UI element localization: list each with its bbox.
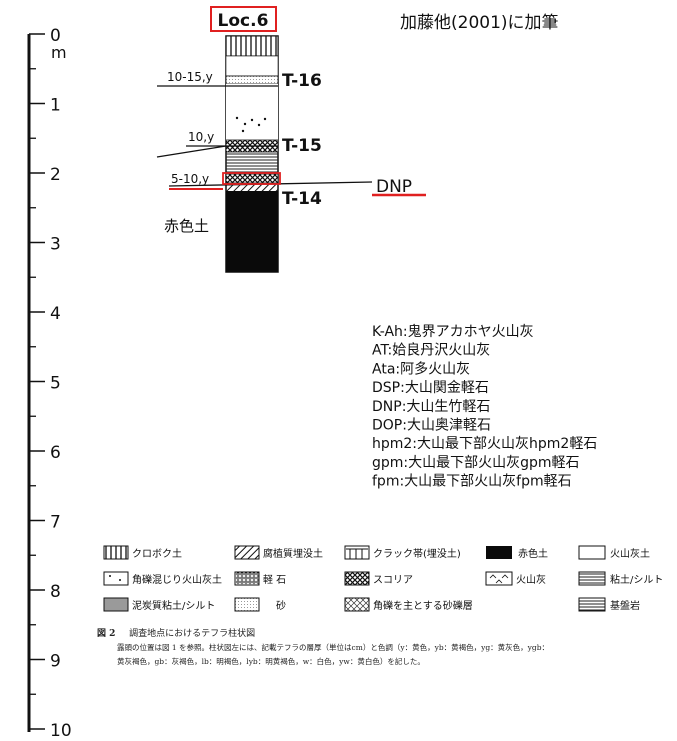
scale-tick-label: 5 bbox=[50, 374, 61, 394]
legend-item-scoria: スコリア bbox=[344, 571, 413, 586]
t15-label: T-15 bbox=[282, 136, 322, 156]
svg-text:赤色土: 赤色土 bbox=[518, 547, 548, 560]
abbreviation-entry: DNP:大山生竹軽石 bbox=[372, 399, 490, 415]
legend-item-humic-buried-soil: 腐植質埋没土 bbox=[234, 545, 323, 560]
scale-tick-label: 1 bbox=[50, 96, 61, 116]
legend-item-sand: 砂 bbox=[234, 597, 286, 612]
svg-text:腐植質埋没土: 腐植質埋没土 bbox=[263, 547, 323, 560]
scale-tick-label: 10 bbox=[50, 721, 72, 741]
legend-item-volcanic-ash-soil: 火山灰土 bbox=[578, 545, 650, 560]
legend-item-crack-zone: クラック帯(埋没土) bbox=[344, 545, 461, 560]
scale-tick-label: 6 bbox=[50, 443, 61, 463]
legend-item-bedrock: 基盤岩 bbox=[578, 597, 640, 612]
legend-item-clay-silt: 粘土/シルト bbox=[578, 571, 663, 586]
scale-unit: m bbox=[51, 43, 67, 62]
svg-text:粘土/シルト: 粘土/シルト bbox=[610, 573, 663, 586]
legend-item-breccia-ash-soil: 角礫混じり火山灰土 bbox=[103, 571, 222, 586]
scale-ticks: 0 1 2 3 4 5 6 7 8 9 10 bbox=[29, 26, 72, 741]
t14-highlight-box bbox=[222, 172, 281, 185]
svg-text:クロボク土: クロボク土 bbox=[132, 547, 182, 560]
tephra-t16: 10-15,y T-16 bbox=[157, 70, 322, 91]
svg-text:火山灰: 火山灰 bbox=[516, 573, 546, 586]
layer-transition bbox=[226, 183, 278, 191]
tephra-t15: 10,y T-15 bbox=[156, 130, 322, 158]
layer-volcanic-ash-soil bbox=[226, 84, 278, 140]
legend-item-red-soil: 赤色土 bbox=[486, 546, 548, 560]
abbreviation-entry: hpm2:大山最下部火山灰hpm2軽石 bbox=[372, 436, 597, 452]
depth-scale: 0 1 2 3 4 5 6 7 8 9 10 m bbox=[27, 26, 72, 741]
layer-t16 bbox=[225, 75, 279, 85]
t14-thickness: 5-10,y bbox=[171, 172, 209, 186]
location-label-box bbox=[210, 6, 277, 32]
layer-crack-zone bbox=[225, 35, 279, 57]
abbreviation-entry: Ata:阿多火山灰 bbox=[372, 360, 470, 377]
legend-item-breccia-gravel: 角礫を主とする砂礫層 bbox=[344, 597, 473, 612]
legend: クロボク土 腐植質埋没土 クラック帯(埋没土) 赤色土 火山灰土 角礫混じり火山… bbox=[103, 545, 663, 612]
legend-item-peaty-clay-silt: 泥炭質粘土/シルト bbox=[103, 597, 215, 612]
layer-clay-silt bbox=[226, 152, 278, 174]
scattered-dots bbox=[235, 116, 267, 133]
abbreviation-entry: AT:姶良丹沢火山灰 bbox=[372, 343, 490, 359]
legend-item-pumice: 軽 石 bbox=[234, 571, 286, 586]
layer-red-soil bbox=[226, 191, 278, 272]
scale-tick-label: 0 bbox=[50, 26, 61, 46]
layer-t14 bbox=[225, 173, 279, 184]
abbreviation-entry: DSP:大山関金軽石 bbox=[372, 380, 489, 396]
scale-tick-label: 4 bbox=[50, 304, 61, 324]
svg-text:基盤岩: 基盤岩 bbox=[610, 599, 640, 612]
svg-text:砂: 砂 bbox=[276, 599, 286, 612]
tephra-t14: 5-10,y T-14 DNP bbox=[168, 172, 426, 209]
abbreviation-entry: fpm:大山最下部火山灰fpm軽石 bbox=[372, 474, 572, 490]
layer-white-upper bbox=[225, 55, 279, 77]
scale-tick-label: 7 bbox=[50, 513, 61, 533]
scale-tick-label: 9 bbox=[50, 652, 61, 672]
caption-title: 調査地点におけるテフラ柱状図 bbox=[129, 629, 256, 639]
abbreviation-entry: gpm:大山最下部火山灰gpm軽石 bbox=[372, 455, 580, 471]
svg-text:スコリア: スコリア bbox=[373, 575, 413, 586]
svg-text:角礫を主とする砂礫層: 角礫を主とする砂礫層 bbox=[373, 599, 473, 612]
abbreviation-entry: DOP:大山奥津軽石 bbox=[372, 417, 491, 434]
scale-tick-label: 3 bbox=[50, 235, 61, 255]
red-soil-label: 赤色土 bbox=[164, 217, 209, 235]
svg-text:泥炭質粘土/シルト: 泥炭質粘土/シルト bbox=[132, 599, 215, 612]
abbreviation-entry: K-Ah:鬼界アカホヤ火山灰 bbox=[372, 324, 534, 340]
svg-text:クラック帯(埋没土): クラック帯(埋没土) bbox=[373, 547, 461, 560]
legend-item-volcanic-ash: 火山灰 bbox=[485, 571, 546, 586]
caption-number: 図 2 bbox=[97, 629, 116, 639]
t15-thickness: 10,y bbox=[188, 130, 214, 144]
svg-text:火山灰土: 火山灰土 bbox=[610, 547, 650, 560]
legend-item-kuroboku: クロボク土 bbox=[103, 545, 182, 560]
caption-line-2: 黄灰褐色，gb：灰褐色，lb：明褐色，lyb：明黄褐色，w：白色，yw：黄白色）… bbox=[117, 657, 425, 666]
t15-leader-left bbox=[156, 145, 227, 158]
stratigraphic-column bbox=[225, 35, 279, 273]
t16-thickness: 10-15,y bbox=[167, 70, 213, 84]
dnp-label: DNP bbox=[376, 177, 412, 197]
scale-tick-label: 8 bbox=[50, 582, 61, 602]
t14-label: T-14 bbox=[282, 189, 322, 209]
source-note: 加藤他(2001)に加筆 bbox=[400, 13, 559, 33]
t16-label: T-16 bbox=[282, 71, 322, 91]
svg-text:角礫混じり火山灰土: 角礫混じり火山灰土 bbox=[132, 573, 222, 586]
scale-tick-label: 2 bbox=[50, 165, 61, 185]
location-label: Loc.6 bbox=[218, 11, 269, 31]
figure-caption: 図 2 調査地点におけるテフラ柱状図 露頭の位置は図 1 を参照。柱状図左には、… bbox=[97, 627, 672, 669]
svg-text:軽 石: 軽 石 bbox=[263, 574, 286, 586]
caption-line-1: 露頭の位置は図 1 を参照。柱状図左には、記載テフラの層厚（単位はcm）と色調（… bbox=[117, 643, 550, 652]
